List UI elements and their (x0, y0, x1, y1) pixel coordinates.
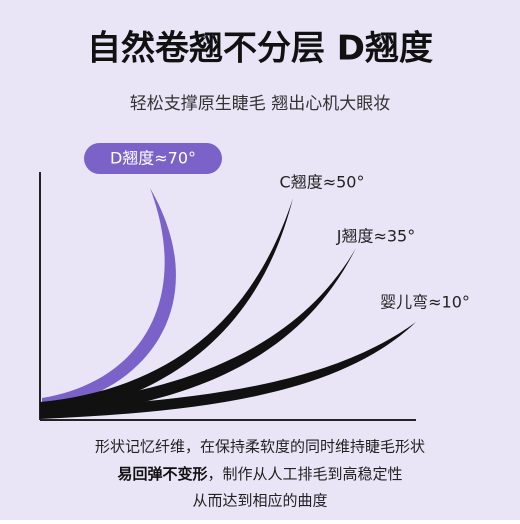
description-rest: ，制作从人工排毛到高稳定性 (208, 465, 403, 483)
c-label: C翘度≈50° (280, 173, 365, 192)
description-line: 从而达到相应的曲度 (192, 492, 327, 510)
baby-label: 婴儿弯≈10° (380, 293, 470, 312)
title: 自然卷翘不分层 D翘度 (87, 29, 433, 69)
d-label: D翘度≈70° (110, 149, 196, 168)
description-bold: 易回弹不变形 (117, 465, 207, 483)
d-label-pill (84, 143, 222, 174)
subtitle: 轻松支撑原生睫毛 翘出心机大眼妆 (130, 94, 390, 114)
c-curl (40, 198, 293, 418)
j-curl (40, 248, 356, 418)
baby-curl (40, 322, 416, 419)
description-line: 易回弹不变形，制作从人工排毛到高稳定性 (117, 465, 402, 483)
description-line: 形状记忆纤维，在保持柔软度的同时维持睫毛形状 (95, 438, 425, 456)
j-label: J翘度≈35° (336, 227, 416, 246)
d-curl (42, 188, 176, 408)
